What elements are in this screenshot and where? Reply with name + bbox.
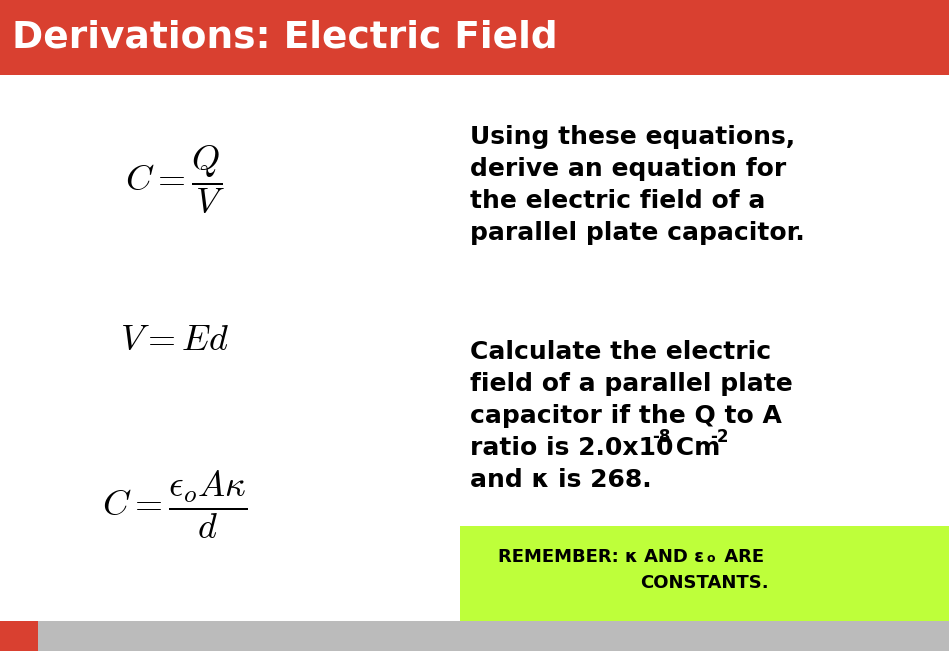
Bar [0, 621, 38, 651]
Text: field of a parallel plate: field of a parallel plate [470, 372, 792, 396]
Text: the electric field of a: the electric field of a [470, 189, 766, 213]
Text: derive an equation for: derive an equation for [470, 157, 787, 181]
Bar [38, 621, 949, 651]
Text: CONSTANTS.: CONSTANTS. [641, 574, 769, 592]
Text: REMEMBER: κ AND ε: REMEMBER: κ AND ε [498, 548, 704, 566]
Text: ratio is 2.0x10: ratio is 2.0x10 [470, 436, 674, 460]
Text: $C = \dfrac{\epsilon_o A \kappa}{d}$: $C = \dfrac{\epsilon_o A \kappa}{d}$ [102, 469, 248, 541]
Text: -8: -8 [652, 428, 670, 446]
Text: parallel plate capacitor.: parallel plate capacitor. [470, 221, 805, 245]
Text: Using these equations,: Using these equations, [470, 125, 795, 149]
Bar [0, 0, 949, 75]
Text: and κ is 268.: and κ is 268. [470, 468, 652, 492]
Text: capacitor if the Q to A: capacitor if the Q to A [470, 404, 782, 428]
Text: Cm: Cm [667, 436, 720, 460]
Bar [460, 526, 949, 621]
Text: -2: -2 [710, 428, 729, 446]
Text: $C = \dfrac{Q}{V}$: $C = \dfrac{Q}{V}$ [125, 144, 225, 216]
Text: Derivations: Electric Field: Derivations: Electric Field [12, 20, 558, 55]
Text: o: o [706, 552, 715, 565]
Text: Calculate the electric: Calculate the electric [470, 340, 772, 364]
Text: ARE: ARE [718, 548, 765, 566]
Text: $V = Ed$: $V = Ed$ [121, 323, 230, 357]
